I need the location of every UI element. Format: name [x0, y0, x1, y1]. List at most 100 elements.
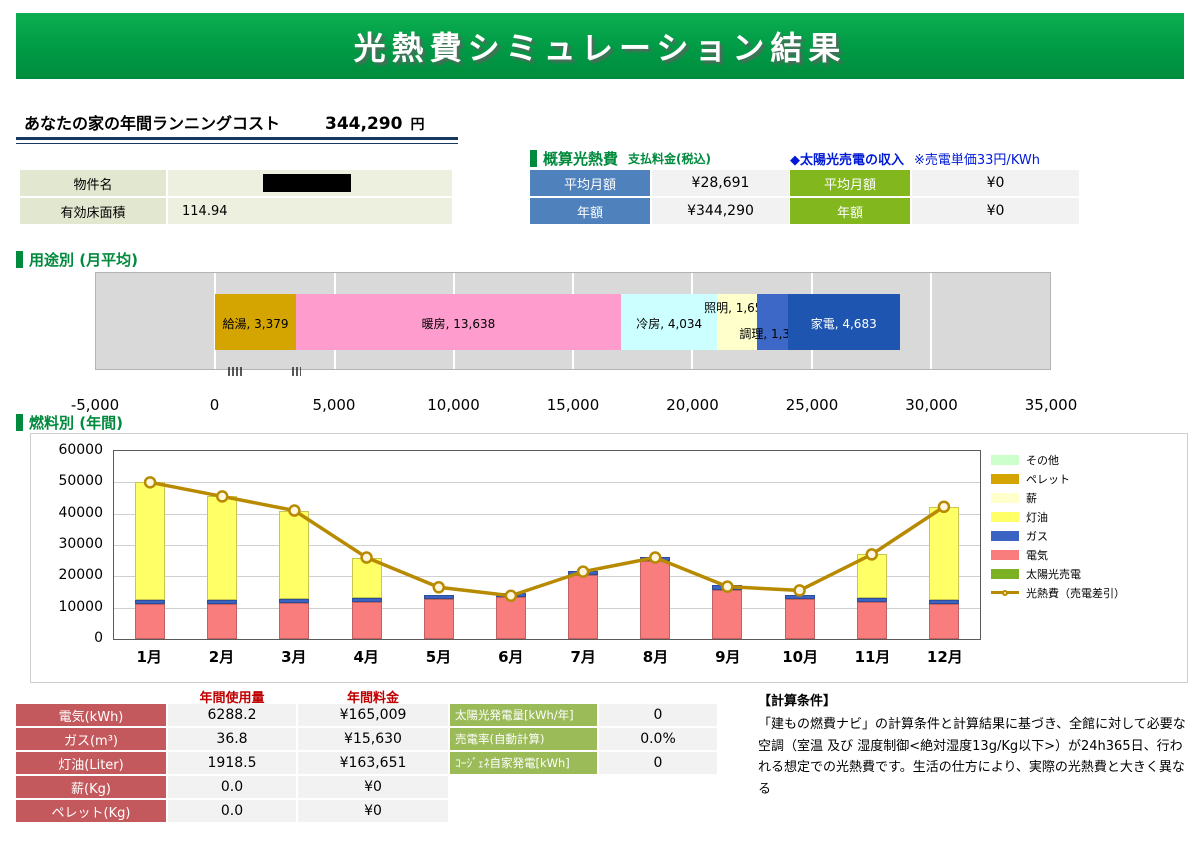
annual-cost-label: あなたの家の年間ランニングコスト [24, 114, 281, 133]
fuel-bar-電気-3月 [279, 602, 310, 639]
solar-annual-label: 年額 [790, 198, 910, 224]
legend-color-swatch-icon [991, 492, 1019, 503]
fuel-bar-ガス-1月 [135, 599, 166, 604]
fuel-bar-電気-7月 [568, 574, 599, 639]
fuel-axis-y-tick: 20000 [58, 567, 103, 584]
green-block-icon [530, 150, 537, 167]
legend-label: 太陽光売電 [1026, 567, 1081, 581]
solar-unit-price-note: ※売電単価33円/KWh [914, 153, 1040, 168]
fuel-axis-y-tick: 30000 [58, 536, 103, 552]
usage-section-title: 用途別 (月平均) [16, 249, 138, 270]
legend-color-swatch-icon [991, 473, 1019, 484]
usage-segment-label: 冷房, 4,034 [636, 317, 703, 331]
legend-line-marker-icon [1002, 589, 1008, 596]
fuel-bar-電気-8月 [640, 560, 671, 639]
fuel-bar-電気-9月 [712, 589, 743, 639]
fuel-axis-y-tick: 50000 [58, 473, 103, 490]
solar-annual-value: ¥0 [912, 198, 1079, 224]
calculation-conditions-body: 「建もの燃費ナビ」の計算条件と計算結果に基づき、全館に対して必要な空調（室温 及… [758, 717, 1186, 797]
fuel-axis-month-label: 11月 [854, 648, 891, 666]
floor-area-label: 有効床面積 [20, 198, 166, 224]
legend-item: ガス [991, 526, 1183, 545]
fuel-bar-電気-6月 [495, 597, 526, 639]
fuel-annual-usage: 0.0 [168, 800, 296, 822]
fuel-gridline [114, 545, 980, 546]
legend-line-swatch-icon [991, 587, 1019, 598]
usage-axis-tick: 30,000 [905, 396, 958, 414]
fuel-axis-y-tick: 10000 [58, 598, 103, 615]
fuel-bar-灯油-12月 [928, 506, 959, 600]
fuel-bar-電気-5月 [423, 598, 454, 639]
usage-segment-暖房 [295, 294, 622, 350]
fuel-annual-usage: 1918.5 [168, 752, 296, 774]
usage-segment-調理 [756, 294, 788, 350]
fuel-cost-line [143, 476, 951, 603]
fuel-axis-month-label: 6月 [498, 648, 524, 666]
usage-segment-label: 給湯, 3,379 [222, 317, 289, 331]
fuel-row-label: 電気(kWh) [16, 704, 166, 726]
fuel-axis-month-label: 5月 [425, 648, 452, 666]
fuel-bar-電気-4月 [351, 602, 382, 639]
fuel-chart-legend: その他 ペレット薪灯油 ガス 電気 太陽光売電 光熱費（売電差引） [991, 450, 1183, 602]
fuel-gridline [114, 607, 980, 609]
fuel-bar-ガス-2月 [207, 599, 238, 604]
fuel-section-title-text: 燃料別 (年間) [29, 414, 123, 432]
fuel-axis-month-label: 1月 [136, 648, 162, 666]
legend-label: その他 [1026, 453, 1059, 467]
legend-color-swatch-icon [991, 530, 1019, 541]
legend-label: 光熱費（売電差引） [1026, 586, 1125, 600]
generation-table: 太陽光発電量[kWh/年] 0 売電率(自動計算) 0.0% ｺｰｼﾞｪﾈ自家発電[kW… [450, 704, 717, 774]
bill-monthly-value: ¥28,691 [652, 170, 789, 196]
fuel-bar-灯油-11月 [856, 554, 887, 598]
usage-axis-tick: -5,000 [70, 396, 120, 414]
legend-color-swatch-icon [991, 568, 1019, 579]
fuel-annual-cost: ¥165,009 [298, 704, 448, 726]
usage-axis-tick: 20,000 [666, 396, 719, 414]
fuel-bar-ガス-11月 [856, 597, 887, 603]
usage-axis-tick: 5,000 [312, 396, 356, 414]
legend-item: ペレット [991, 469, 1183, 488]
usage-axis-tick: 10,000 [427, 396, 480, 414]
floor-area-value: 114.94 [168, 198, 452, 224]
calculation-conditions-title: 【計算条件】 [758, 694, 837, 709]
fuel-chart-plot [113, 450, 981, 640]
legend-label: ペレット [1026, 472, 1070, 486]
legend-label: 電気 [1026, 548, 1048, 562]
legend-item: 薪 [991, 488, 1183, 507]
usage-gridline [929, 273, 932, 369]
fuel-bar-電気-11月 [856, 602, 887, 639]
fuel-bar-電気-2月 [207, 603, 238, 639]
clipped-label-artifact [228, 367, 242, 376]
fuel-axis-month-label: 7月 [570, 648, 596, 666]
fuel-axis-y-tick: 40000 [58, 504, 103, 521]
fuel-axis-month-label: 4月 [353, 648, 379, 666]
report-title-banner: 光熱費シミュレーション結果 [16, 13, 1184, 79]
property-name-label: 物件名 [20, 170, 166, 196]
annual-usage-header: 年間使用量 [199, 691, 265, 706]
usage-segment-照明 [717, 294, 757, 350]
fuel-chart: 0 10000 20000 30000 40000 50000 60000 1月 2月 3月 4月… [30, 433, 1188, 683]
fuel-axis-y-tick: 60000 [58, 442, 103, 458]
fuel-bar-電気-1月 [135, 603, 166, 639]
fuel-gridline [114, 576, 980, 578]
fuel-bar-灯油-3月 [279, 510, 310, 599]
usage-segment-label: 暖房, 13,638 [421, 317, 496, 331]
solar-income-title: ◆太陽光売電の収入 [790, 153, 904, 168]
legend-color-swatch-icon [991, 511, 1019, 522]
fuel-gridline [114, 513, 980, 515]
fuel-row-label: ガス(m³) [16, 728, 166, 750]
legend-color-swatch-icon [991, 549, 1019, 560]
annual-fuel-table: 電気(kWh) 6288.2 ¥165,009 ガス(m³) 36.8 ¥15,630 灯油… [16, 704, 448, 822]
fuel-chart-y-axis: 0 10000 20000 30000 40000 50000 60000 [45, 442, 107, 646]
legend-label: ガス [1026, 529, 1048, 543]
fuel-annual-cost: ¥0 [298, 776, 448, 798]
double-underline [16, 137, 458, 144]
legend-item: 電気 [991, 545, 1183, 564]
legend-label: 薪 [1026, 491, 1037, 505]
usage-segment-家電 [787, 294, 900, 350]
generation-row-label: 太陽光発電量[kWh/年] [450, 704, 597, 726]
bill-annual-label: 年額 [530, 198, 650, 224]
generation-row-label: 売電率(自動計算) [450, 728, 597, 750]
fuel-bar-灯油-1月 [135, 482, 166, 600]
solar-monthly-value: ¥0 [912, 170, 1079, 196]
